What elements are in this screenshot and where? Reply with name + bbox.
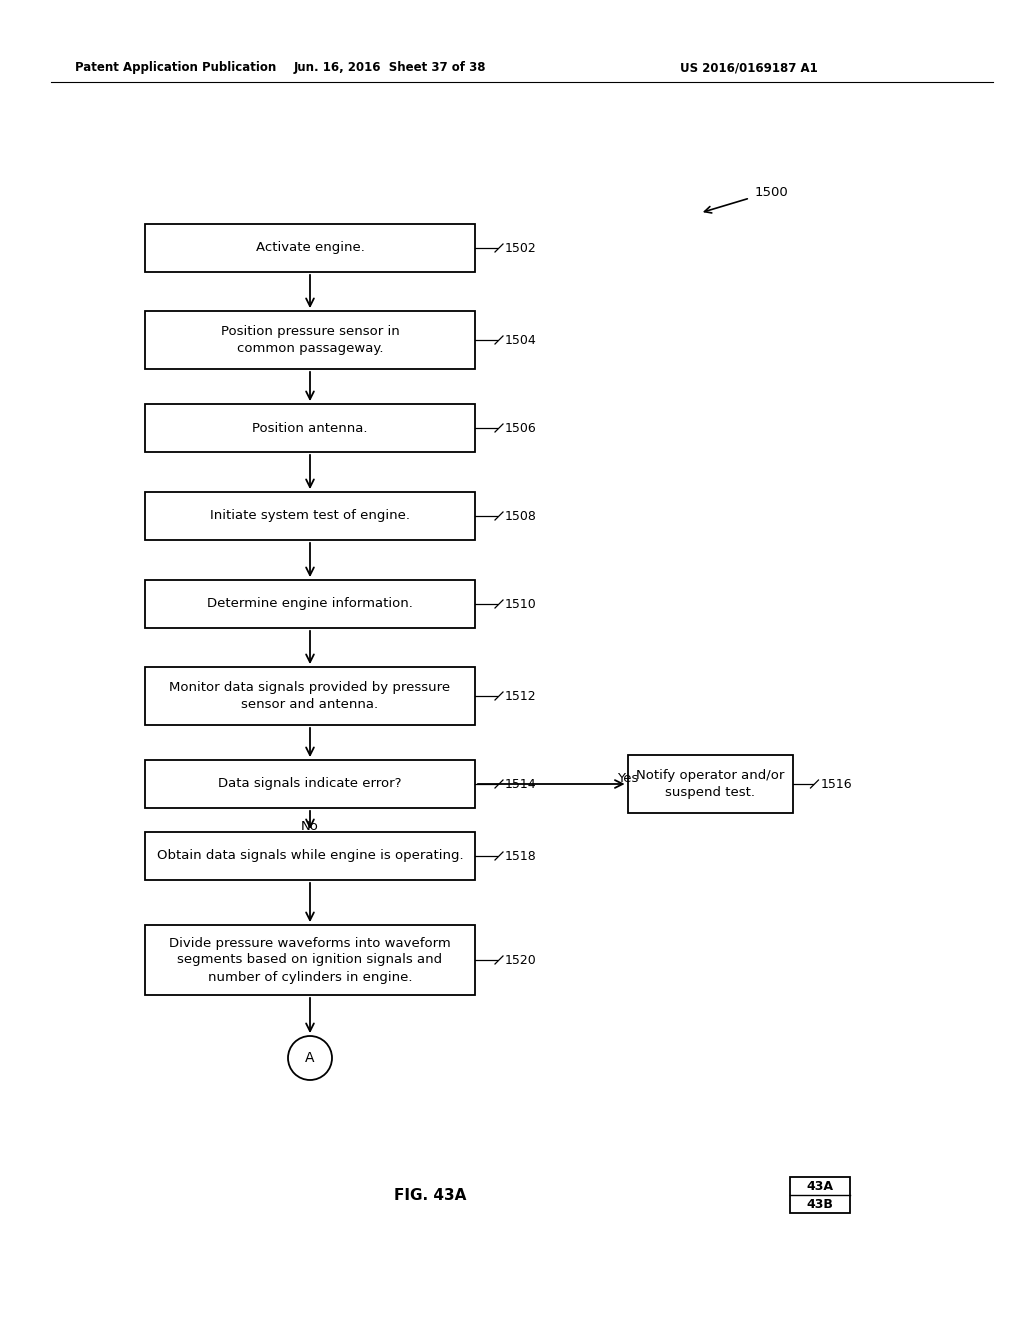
Text: Monitor data signals provided by pressure
sensor and antenna.: Monitor data signals provided by pressur… <box>169 681 451 711</box>
Bar <box>790 1177 850 1213</box>
Text: 1516: 1516 <box>820 777 852 791</box>
Bar <box>145 312 475 370</box>
Bar <box>145 492 475 540</box>
Text: Initiate system test of engine.: Initiate system test of engine. <box>210 510 410 523</box>
Text: 1518: 1518 <box>505 850 537 862</box>
Bar <box>145 404 475 451</box>
Bar <box>145 760 475 808</box>
Text: 1504: 1504 <box>505 334 537 346</box>
Bar <box>145 667 475 725</box>
Text: Divide pressure waveforms into waveform
segments based on ignition signals and
n: Divide pressure waveforms into waveform … <box>169 936 451 983</box>
Text: Patent Application Publication: Patent Application Publication <box>75 62 276 74</box>
Text: 1508: 1508 <box>505 510 537 523</box>
Bar <box>145 832 475 880</box>
Text: Position pressure sensor in
common passageway.: Position pressure sensor in common passa… <box>220 325 399 355</box>
Text: Yes: Yes <box>617 771 639 784</box>
Text: 1510: 1510 <box>505 598 537 610</box>
Text: FIG. 43A: FIG. 43A <box>394 1188 466 1203</box>
Text: Determine engine information.: Determine engine information. <box>207 598 413 610</box>
Text: Jun. 16, 2016  Sheet 37 of 38: Jun. 16, 2016 Sheet 37 of 38 <box>294 62 486 74</box>
Text: 1520: 1520 <box>505 953 537 966</box>
Text: Data signals indicate error?: Data signals indicate error? <box>218 777 401 791</box>
Text: A: A <box>305 1051 314 1065</box>
Text: 43B: 43B <box>807 1197 834 1210</box>
Text: Activate engine.: Activate engine. <box>256 242 365 255</box>
Text: 43A: 43A <box>807 1180 834 1192</box>
Bar <box>628 755 793 813</box>
Bar <box>145 579 475 628</box>
Text: 1512: 1512 <box>505 689 537 702</box>
Text: Notify operator and/or
suspend test.: Notify operator and/or suspend test. <box>636 770 784 799</box>
Text: US 2016/0169187 A1: US 2016/0169187 A1 <box>680 62 818 74</box>
Bar <box>145 925 475 995</box>
Text: 1500: 1500 <box>755 186 788 199</box>
Bar <box>145 224 475 272</box>
Text: Position antenna.: Position antenna. <box>252 421 368 434</box>
Text: 1502: 1502 <box>505 242 537 255</box>
Text: No: No <box>301 820 318 833</box>
Text: 1514: 1514 <box>505 777 537 791</box>
Text: 1506: 1506 <box>505 421 537 434</box>
Text: Obtain data signals while engine is operating.: Obtain data signals while engine is oper… <box>157 850 463 862</box>
